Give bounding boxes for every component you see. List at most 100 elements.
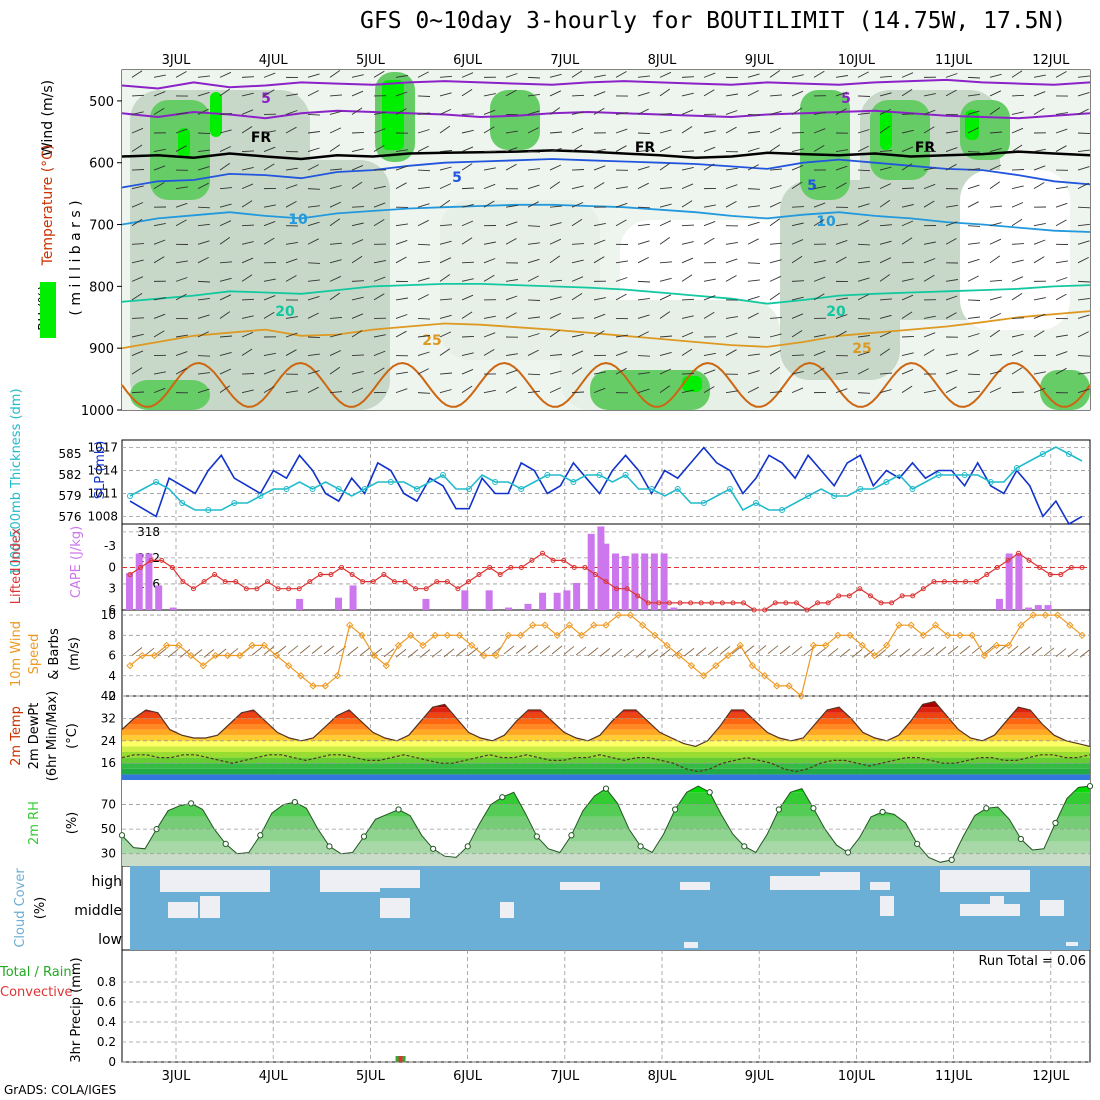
wind-barb: [1077, 223, 1090, 227]
cape-bar: [660, 553, 668, 610]
wind-barb: [549, 279, 563, 282]
rh-green-region: [1040, 370, 1090, 410]
wind-barb: [395, 330, 407, 338]
wind-barb: [527, 258, 540, 264]
thickness-point: [283, 486, 290, 492]
wind-barb: [175, 71, 187, 78]
wind-barb: [419, 649, 431, 658]
wind-barb: [703, 220, 716, 227]
precip-label-c: 3hr Precip (mm): [69, 957, 84, 1062]
wind-barb: [637, 297, 650, 301]
lifted-point: [878, 600, 884, 606]
wind-barb: [175, 145, 187, 152]
top-x-tick-label: 6JUL: [453, 53, 483, 68]
wind-barb: [483, 109, 496, 115]
rh-point: [257, 832, 264, 839]
wind-barb: [967, 127, 979, 134]
wind-barb: [329, 275, 342, 282]
wind-barb: [329, 242, 343, 245]
thickness-point: [909, 486, 916, 492]
wind-speed-point: [992, 641, 1001, 650]
lifted-point: [540, 550, 546, 556]
wind-barb: [461, 261, 475, 264]
wind-barb: [769, 316, 783, 319]
wind-barb: [813, 276, 826, 282]
wind-barb: [153, 222, 166, 227]
wind-barb: [703, 130, 716, 134]
wind-barb: [967, 258, 980, 264]
wind-barb: [241, 331, 254, 338]
lifted-point: [243, 586, 249, 592]
wind-barb: [857, 145, 869, 152]
cape-bar: [631, 553, 639, 610]
wind-barb: [1033, 222, 1046, 227]
lifted-point: [614, 586, 620, 592]
wind-speed-point: [162, 641, 171, 650]
wind-barb: [791, 181, 803, 190]
wind-barb: [967, 390, 980, 394]
wind-barb: [967, 316, 980, 319]
wind-barb: [637, 149, 650, 152]
thickness-point: [935, 472, 942, 478]
wind-barb: [967, 184, 980, 190]
wind-barb: [835, 239, 848, 245]
lifted-point: [1016, 550, 1022, 556]
wind-barb: [417, 243, 431, 246]
wind-barb: [813, 293, 825, 301]
wind-barb: [1033, 387, 1046, 394]
wind-speed-point: [529, 621, 537, 629]
wind-barb: [175, 334, 188, 338]
wind-speed-point: [370, 651, 378, 660]
wind-barb: [945, 295, 958, 301]
top-x-tick-label: 9JUL: [745, 53, 775, 68]
wind-barb: [989, 131, 1003, 134]
wind-barb: [417, 392, 431, 394]
wind-barb: [989, 312, 1002, 319]
wind-barb: [131, 259, 144, 264]
wind-barb: [351, 222, 364, 227]
wind-barb: [417, 129, 430, 134]
wind-barb: [1077, 331, 1089, 338]
wind-barb: [769, 333, 782, 338]
cape-bar: [650, 553, 658, 610]
lifted-point: [973, 579, 979, 585]
wind-barb: [989, 387, 1002, 394]
wind-barb: [791, 131, 805, 134]
lifted-point: [867, 593, 873, 599]
wind-barb: [1055, 351, 1068, 356]
wind-barb: [461, 163, 473, 171]
lifted-point: [910, 593, 916, 599]
wind-barb: [725, 275, 737, 282]
temp-tick-label: 40: [101, 689, 116, 703]
wind-barb: [395, 297, 408, 301]
bottom-x-tick-label: 5JUL: [356, 1069, 386, 1084]
wind-barb: [329, 316, 343, 319]
wind-barb: [287, 645, 299, 655]
lifted-point: [730, 600, 736, 606]
temp-band: [122, 763, 1090, 769]
wind-barb: [851, 649, 863, 658]
wind-barb: [299, 645, 311, 654]
cloud-unit: (%): [33, 897, 48, 920]
wind-barb: [901, 278, 914, 282]
wind-speed-point: [968, 631, 976, 640]
wind-barb: [1011, 350, 1024, 356]
wind-barb: [549, 147, 562, 152]
wind-barb: [549, 370, 562, 375]
wind-barb: [901, 146, 914, 152]
wind-barb: [263, 163, 275, 171]
wind-speed-point: [944, 631, 952, 640]
wind-barb: [307, 188, 321, 190]
wind-barb: [197, 75, 210, 78]
precip-tick-label: 0: [108, 1055, 116, 1069]
wind-barb: [395, 223, 408, 227]
thickness-point: [309, 486, 316, 492]
wind-barb: [461, 129, 474, 134]
wind-tick-label: 2: [108, 689, 116, 703]
wind-barb: [1055, 186, 1068, 190]
wind-barb: [779, 645, 791, 655]
wind-barb: [1077, 355, 1091, 357]
wind-barb: [901, 204, 914, 208]
lifted-point: [455, 586, 461, 592]
wind-barb: [863, 649, 875, 658]
